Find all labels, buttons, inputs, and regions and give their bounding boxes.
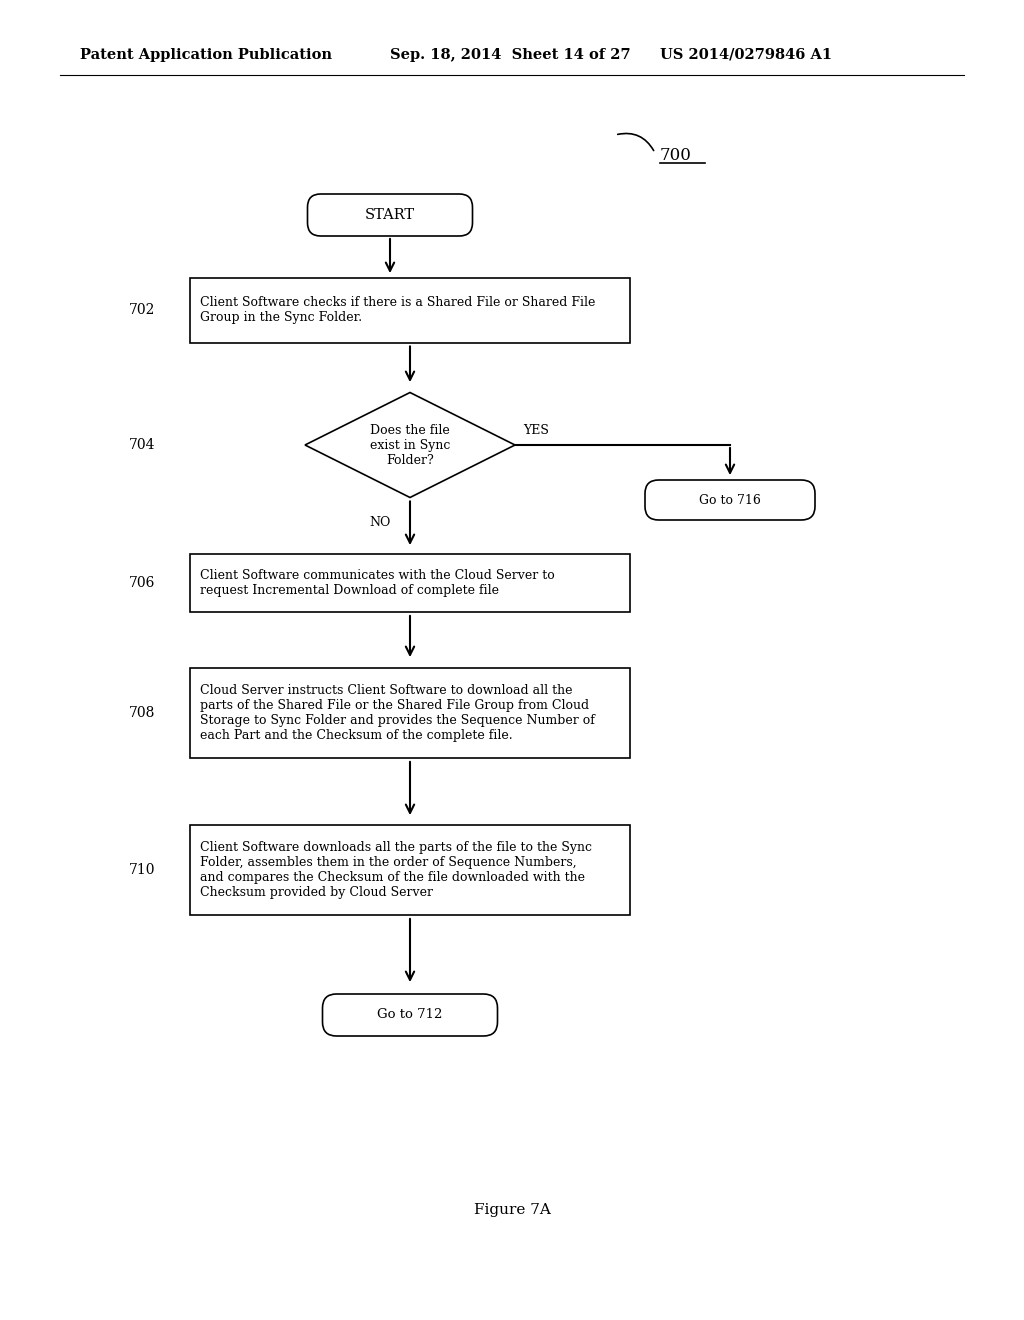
Bar	[190, 825, 630, 915]
Text: Sep. 18, 2014  Sheet 14 of 27: Sep. 18, 2014 Sheet 14 of 27	[390, 48, 631, 62]
Text: Figure 7A: Figure 7A	[473, 1203, 551, 1217]
Text: US 2014/0279846 A1: US 2014/0279846 A1	[660, 48, 833, 62]
Text: YES: YES	[523, 424, 549, 437]
Text: 706: 706	[129, 576, 155, 590]
Polygon shape	[305, 392, 515, 498]
FancyBboxPatch shape	[645, 480, 815, 520]
Text: 702: 702	[129, 304, 155, 317]
Text: Go to 716: Go to 716	[699, 494, 761, 507]
FancyBboxPatch shape	[307, 194, 472, 236]
Text: Patent Application Publication: Patent Application Publication	[80, 48, 332, 62]
Text: Client Software checks if there is a Shared File or Shared File
Group in the Syn: Client Software checks if there is a Sha…	[200, 296, 595, 323]
Bar	[190, 277, 630, 342]
Text: Go to 712: Go to 712	[377, 1008, 442, 1022]
Bar	[190, 554, 630, 612]
Text: Client Software communicates with the Cloud Server to
request Incremental Downlo: Client Software communicates with the Cl…	[200, 569, 555, 597]
Text: NO: NO	[370, 516, 391, 529]
FancyBboxPatch shape	[323, 994, 498, 1036]
Text: Does the file
exist in Sync
Folder?: Does the file exist in Sync Folder?	[370, 424, 451, 466]
Text: START: START	[365, 209, 415, 222]
Text: 708: 708	[129, 706, 155, 719]
Text: 704: 704	[128, 438, 155, 451]
Text: 700: 700	[660, 147, 692, 164]
Text: Cloud Server instructs Client Software to download all the
parts of the Shared F: Cloud Server instructs Client Software t…	[200, 684, 595, 742]
Text: Client Software downloads all the parts of the file to the Sync
Folder, assemble: Client Software downloads all the parts …	[200, 841, 592, 899]
Bar	[190, 668, 630, 758]
Text: 710: 710	[128, 863, 155, 876]
